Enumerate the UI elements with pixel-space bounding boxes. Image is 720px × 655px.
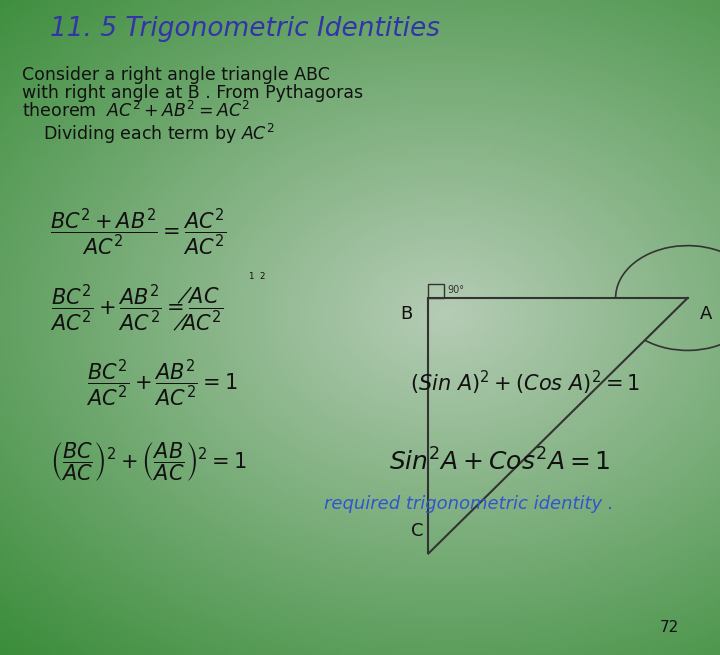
Text: with right angle at B . From Pythagoras: with right angle at B . From Pythagoras	[22, 84, 363, 102]
Text: Consider a right angle triangle ABC: Consider a right angle triangle ABC	[22, 66, 330, 84]
Text: $\left(Sin\ A\right)^{2}+\left(Cos\ A\right)^{2}=1$: $\left(Sin\ A\right)^{2}+\left(Cos\ A\ri…	[410, 369, 640, 398]
Text: required trigonometric identity .: required trigonometric identity .	[324, 495, 613, 514]
Text: A: A	[699, 305, 712, 322]
Text: B: B	[400, 305, 413, 322]
Text: $Sin^{2}A + Cos^{2}A = 1$: $Sin^{2}A + Cos^{2}A = 1$	[389, 448, 611, 476]
Text: $^{2}$: $^{2}$	[259, 272, 266, 285]
Bar	[428, 284, 444, 298]
Text: 90°: 90°	[448, 286, 465, 295]
Text: $^{1}$: $^{1}$	[248, 272, 256, 285]
Text: $\dfrac{BC^{2}}{AC^{2}}+\dfrac{AB^{2}}{AC^{2}}=\dfrac{\not\!AC}{\not\!\!AC^{2}}$: $\dfrac{BC^{2}}{AC^{2}}+\dfrac{AB^{2}}{A…	[50, 282, 224, 334]
Text: $\left(\dfrac{BC}{AC}\right)^{2}+\left(\dfrac{AB}{AC}\right)^{2}=1$: $\left(\dfrac{BC}{AC}\right)^{2}+\left(\…	[50, 440, 247, 483]
Text: $\dfrac{BC^{2}}{AC^{2}}+\dfrac{AB^{2}}{AC^{2}}=1$: $\dfrac{BC^{2}}{AC^{2}}+\dfrac{AB^{2}}{A…	[86, 358, 238, 409]
Text: C: C	[411, 523, 424, 540]
Text: Dividing each term by $AC^2$: Dividing each term by $AC^2$	[43, 122, 275, 145]
Text: $\dfrac{BC^{2}+AB^{2}}{AC^{2}}=\dfrac{AC^{2}}{AC^{2}}$: $\dfrac{BC^{2}+AB^{2}}{AC^{2}}=\dfrac{AC…	[50, 207, 227, 258]
Text: 72: 72	[660, 620, 679, 635]
Text: 11. 5 Trigonometric Identities: 11. 5 Trigonometric Identities	[50, 16, 441, 43]
Text: theorem  $AC^2 + AB^2 = AC^2$: theorem $AC^2 + AB^2 = AC^2$	[22, 101, 250, 121]
